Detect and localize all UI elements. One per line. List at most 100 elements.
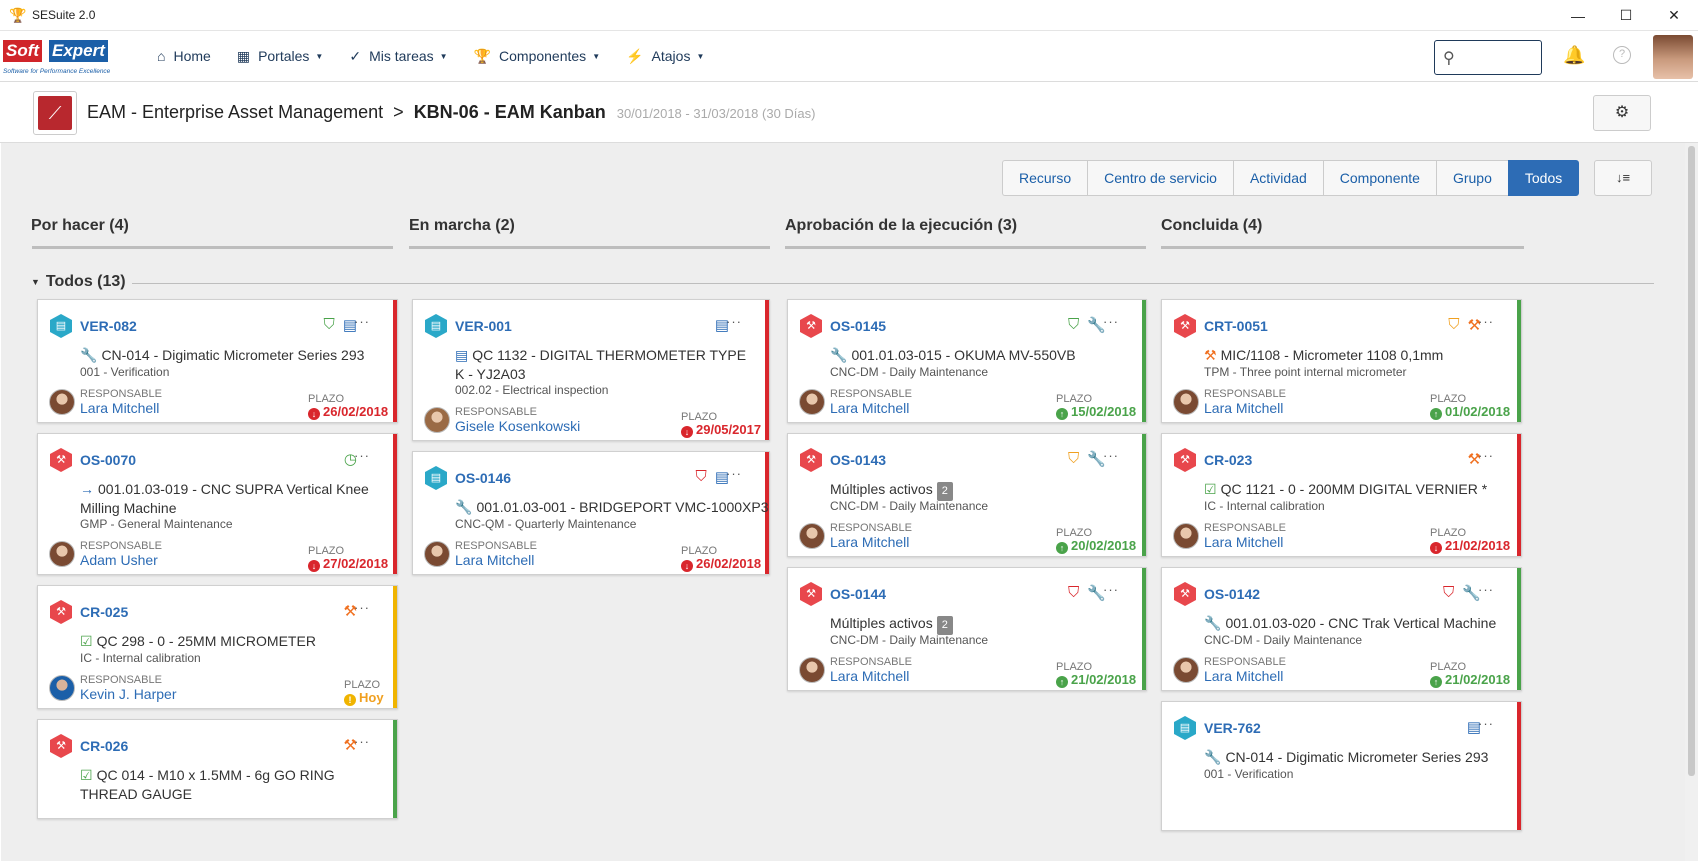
more-options-button[interactable]: ··· (726, 314, 742, 329)
card-code[interactable]: CRT-0051 (1204, 318, 1268, 334)
more-options-button[interactable]: ··· (1478, 716, 1494, 731)
card-code[interactable]: CR-025 (80, 604, 129, 620)
softexpert-logo[interactable]: Soft Expert Software for Performance Exc… (3, 36, 131, 76)
more-options-button[interactable]: ··· (354, 448, 370, 463)
kanban-card[interactable]: ▤ OS-0146 ⛉ ▤ ··· 🔧 001.01.03-001 - BRIDGE… (412, 451, 770, 575)
avatar (49, 541, 75, 567)
more-options-button[interactable]: ··· (354, 600, 370, 615)
more-options-button[interactable]: ··· (1478, 582, 1494, 597)
filter-todos[interactable]: Todos (1507, 160, 1580, 196)
card-code[interactable]: VER-001 (455, 318, 512, 334)
user-avatar[interactable] (1653, 35, 1693, 79)
card-code[interactable]: VER-082 (80, 318, 137, 334)
nav-atajos[interactable]: ⚡ Atajos ▼ (626, 48, 704, 65)
plazo-label: PLAZO (308, 393, 345, 405)
responsable-name[interactable]: Kevin J. Harper (80, 686, 177, 702)
card-code[interactable]: OS-0070 (80, 452, 137, 468)
more-options-button[interactable]: ··· (726, 466, 742, 481)
nav-home[interactable]: ⌂ Home (157, 48, 211, 64)
kanban-card[interactable]: ⚒ CR-026 ⚒ ··· ☑ QC 014 - M10 x 1.5MM - 6… (37, 719, 398, 819)
clipboard-icon: ▤ (714, 469, 729, 486)
hammer-icon: ⚒ (1467, 451, 1481, 468)
kanban-board: Recurso Centro de servicio Actividad Com… (1, 143, 1685, 861)
column-header-en-marcha: En marcha (2) (409, 217, 515, 234)
sort-button[interactable]: ↓≡ (1594, 160, 1652, 196)
maximize-button[interactable]: ☐ (1619, 7, 1633, 23)
responsable-name[interactable]: Lara Mitchell (830, 400, 910, 416)
kanban-card[interactable]: ⚒ CRT-0051 ⛉ ⚒ ··· ⚒ MIC/1108 - Micrometer… (1161, 299, 1522, 423)
minimize-button[interactable]: — (1571, 7, 1585, 24)
kanban-card[interactable]: ▤ VER-082 ⛉ ▤ ··· 🔧 CN-014 - Digimatic Mic… (37, 299, 398, 423)
chevron-down-icon: ▼ (439, 51, 448, 61)
filter-actividad[interactable]: Actividad (1232, 160, 1323, 196)
responsable-label: RESPONSABLE (830, 388, 912, 400)
filter-centro-de-servicio[interactable]: Centro de servicio (1087, 160, 1233, 196)
breadcrumb-module[interactable]: EAM - Enterprise Asset Management (87, 102, 384, 122)
responsable-label: RESPONSABLE (80, 540, 162, 552)
due-date: ↑ 20/02/2018 (1056, 538, 1136, 554)
more-options-button[interactable]: ··· (354, 314, 370, 329)
responsable-name[interactable]: Lara Mitchell (1204, 668, 1284, 684)
responsable-label: RESPONSABLE (1204, 522, 1286, 534)
kanban-card[interactable]: ⚒ OS-0145 ⛉ 🔧 ··· 🔧 001.01.03-015 - OKUMA … (787, 299, 1147, 423)
search-input[interactable]: ⚲ (1434, 40, 1542, 75)
nav-mis-tareas[interactable]: ✓ Mis tareas ▼ (349, 48, 447, 65)
filter-grupo[interactable]: Grupo (1435, 160, 1508, 196)
settings-button[interactable]: ⚙ (1593, 95, 1651, 131)
nav-componentes[interactable]: 🏆 Componentes ▼ (474, 48, 601, 65)
responsable-name[interactable]: Lara Mitchell (80, 400, 160, 416)
more-options-button[interactable]: ··· (1478, 314, 1494, 329)
kanban-card[interactable]: ▤ VER-762 ▤ ··· 🔧 CN-014 - Digimatic Micr… (1161, 701, 1522, 831)
kanban-card[interactable]: ⚒ OS-0142 ⛉ 🔧 ··· 🔧 001.01.03-020 - CNC Tr… (1161, 567, 1522, 691)
group-toggle-todos[interactable]: ▼ Todos (13) (31, 273, 126, 291)
card-title: ☑ QC 014 - M10 x 1.5MM - 6g GO RING THREA… (80, 766, 385, 804)
responsable-name[interactable]: Lara Mitchell (830, 534, 910, 550)
more-options-button[interactable]: ··· (1103, 448, 1119, 463)
responsable-label: RESPONSABLE (1204, 656, 1286, 668)
bell-icon[interactable]: 🔔 (1563, 45, 1586, 65)
card-code[interactable]: OS-0145 (830, 318, 887, 334)
filter-componente[interactable]: Componente (1322, 160, 1436, 196)
breadcrumb: EAM - Enterprise Asset Management > KBN-… (87, 102, 815, 123)
kanban-card[interactable]: ⚒ OS-0144 ⛉ 🔧 ··· Múltiples activos 2 CNC-… (787, 567, 1147, 691)
kanban-card[interactable]: ▤ VER-001 ▤ ··· ▤ QC 1132 - DIGITAL THERM… (412, 299, 770, 441)
grid-icon: ▦ (236, 47, 251, 64)
more-options-button[interactable]: ··· (1103, 582, 1119, 597)
nav-portales[interactable]: ▦ Portales ▼ (237, 48, 324, 65)
close-button[interactable]: ✕ (1668, 7, 1680, 23)
card-code[interactable]: CR-023 (1204, 452, 1253, 468)
responsable-name[interactable]: Lara Mitchell (830, 668, 910, 684)
more-options-button[interactable]: ··· (1103, 314, 1119, 329)
chevron-down-icon: ▼ (315, 51, 324, 61)
card-title-text: MIC/1108 - Micrometer 1108 0,1mm (1220, 347, 1444, 363)
kanban-card[interactable]: ⚒ OS-0143 ⛉ 🔧 ··· Múltiples activos 2 CNC-… (787, 433, 1147, 557)
responsable-name[interactable]: Lara Mitchell (1204, 400, 1284, 416)
help-icon[interactable]: ? (1613, 46, 1631, 64)
vertical-scrollbar[interactable] (1685, 143, 1698, 861)
filter-recurso[interactable]: Recurso (1002, 160, 1088, 196)
kanban-card[interactable]: ⚒ OS-0070 ◷ ··· → 001.01.03-019 - CNC SUP… (37, 433, 398, 575)
card-code[interactable]: OS-0146 (455, 470, 512, 486)
card-code[interactable]: OS-0143 (830, 452, 887, 468)
maintenance-icon: ⚒ (50, 448, 72, 472)
scrollbar-thumb[interactable] (1688, 146, 1695, 776)
plazo-label: PLAZO (1056, 661, 1093, 673)
responsable-name[interactable]: Adam Usher (80, 552, 158, 568)
card-code[interactable]: OS-0142 (1204, 586, 1261, 602)
hammer-icon: ⚒ (1467, 317, 1481, 334)
more-options-button[interactable]: ··· (1478, 448, 1494, 463)
card-code[interactable]: CR-026 (80, 738, 129, 754)
responsable-name[interactable]: Lara Mitchell (1204, 534, 1284, 550)
responsable-name[interactable]: Gisele Kosenkowski (455, 418, 581, 434)
move-icon: → (80, 481, 94, 497)
responsable-name[interactable]: Lara Mitchell (455, 552, 535, 568)
due-date: ↑ 01/02/2018 (1430, 404, 1510, 420)
avatar (799, 523, 825, 549)
plazo-label: PLAZO (344, 679, 381, 691)
shield-icon: ⛉ (1068, 316, 1080, 333)
more-options-button[interactable]: ··· (354, 734, 370, 749)
kanban-card[interactable]: ⚒ CR-025 ⚒ ··· ☑ QC 298 - 0 - 25MM MICROM… (37, 585, 398, 709)
card-code[interactable]: OS-0144 (830, 586, 887, 602)
kanban-card[interactable]: ⚒ CR-023 ⚒ ··· ☑ QC 1121 - 0 - 200MM DIGI… (1161, 433, 1522, 557)
card-code[interactable]: VER-762 (1204, 720, 1261, 736)
